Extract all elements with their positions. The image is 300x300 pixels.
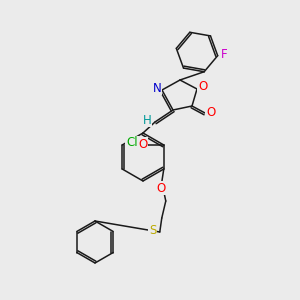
Text: H: H: [142, 113, 152, 127]
Text: N: N: [153, 82, 161, 94]
Text: S: S: [149, 224, 157, 238]
Text: O: O: [206, 106, 216, 119]
Text: O: O: [138, 137, 147, 151]
Text: F: F: [221, 48, 228, 61]
Text: Cl: Cl: [126, 136, 138, 149]
Text: O: O: [156, 182, 165, 194]
Text: O: O: [198, 80, 208, 94]
